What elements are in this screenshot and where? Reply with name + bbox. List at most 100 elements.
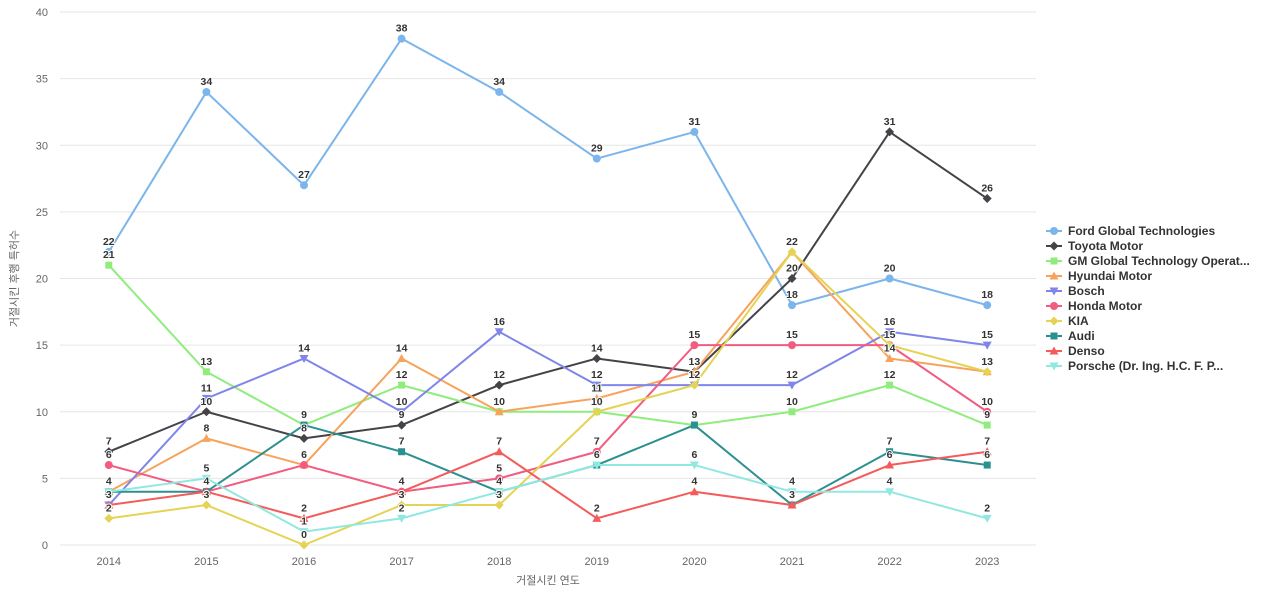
legend-item-audi[interactable]: Audi <box>1046 329 1095 343</box>
data-point-kia-2019[interactable] <box>592 407 602 417</box>
legend-item-gm-global-technology-ope[interactable]: GM Global Technology Operat... <box>1046 254 1250 268</box>
data-point-gm-global-technology-ope-2015[interactable] <box>202 368 210 376</box>
data-point-kia-2016[interactable] <box>299 540 309 550</box>
data-point-kia-2015[interactable] <box>201 500 211 510</box>
data-point-ford-global-technologies-2015[interactable] <box>202 87 211 96</box>
data-point-honda-motor-2016[interactable] <box>300 461 308 470</box>
data-point-denso-2014[interactable] <box>104 500 114 509</box>
data-point-honda-motor-2019[interactable] <box>592 447 601 456</box>
legend-item-toyota-motor[interactable]: Toyota Motor <box>1046 239 1143 253</box>
data-point-porsche-dr-ing-h-c-f-p-2021[interactable] <box>787 488 797 497</box>
legend-item-hyundai-motor[interactable]: Hyundai Motor <box>1046 269 1152 283</box>
legend-marker-kia <box>1049 316 1059 326</box>
legend-item-ford-global-technologies[interactable]: Ford Global Technologies <box>1046 224 1215 238</box>
data-label: 20 <box>884 263 896 275</box>
data-point-kia-2023[interactable] <box>982 367 992 377</box>
legend-item-kia[interactable]: KIA <box>1046 314 1089 328</box>
data-point-denso-2022[interactable] <box>885 460 895 469</box>
data-point-denso-2018[interactable] <box>494 447 504 456</box>
data-point-porsche-dr-ing-h-c-f-p-2017[interactable] <box>397 514 407 523</box>
data-point-ford-global-technologies-2019[interactable] <box>592 154 601 163</box>
data-point-toyota-motor-2016[interactable] <box>299 433 309 443</box>
data-point-ford-global-technologies-2021[interactable] <box>788 301 796 310</box>
data-point-porsche-dr-ing-h-c-f-p-2022[interactable] <box>885 488 895 497</box>
data-point-gm-global-technology-ope-2014[interactable] <box>105 261 113 269</box>
data-point-bosch-2017[interactable] <box>397 408 407 417</box>
data-point-porsche-dr-ing-h-c-f-p-2016[interactable] <box>299 528 309 537</box>
data-point-hyundai-motor-2015[interactable] <box>201 433 211 442</box>
data-point-honda-motor-2023[interactable] <box>983 407 992 416</box>
data-point-toyota-motor-2014[interactable] <box>104 447 114 457</box>
data-point-ford-global-technologies-2018[interactable] <box>495 87 504 96</box>
data-point-ford-global-technologies-2023[interactable] <box>983 301 992 310</box>
data-point-hyundai-motor-2018[interactable] <box>494 407 504 416</box>
data-label: 26 <box>981 183 993 195</box>
data-point-denso-2015[interactable] <box>201 487 211 496</box>
data-point-gm-global-technology-ope-2021[interactable] <box>788 408 796 416</box>
data-point-ford-global-technologies-2016[interactable] <box>300 181 308 190</box>
data-point-porsche-dr-ing-h-c-f-p-2015[interactable] <box>201 474 211 483</box>
data-point-gm-global-technology-ope-2022[interactable] <box>886 381 894 389</box>
legend-item-honda-motor[interactable]: Honda Motor <box>1046 299 1142 313</box>
data-point-toyota-motor-2023[interactable] <box>982 194 992 204</box>
data-point-hyundai-motor-2019[interactable] <box>592 393 602 402</box>
data-point-honda-motor-2014[interactable] <box>104 461 113 470</box>
data-point-porsche-dr-ing-h-c-f-p-2018[interactable] <box>494 488 504 497</box>
data-point-denso-2023[interactable] <box>982 447 992 456</box>
data-point-porsche-dr-ing-h-c-f-p-2014[interactable] <box>104 488 114 497</box>
y-tick-label: 30 <box>36 140 48 152</box>
data-point-honda-motor-2018[interactable] <box>495 474 504 483</box>
data-label: 34 <box>493 76 505 88</box>
data-label: 27 <box>298 169 310 181</box>
data-point-ford-global-technologies-2022[interactable] <box>885 274 894 283</box>
data-point-ford-global-technologies-2020[interactable] <box>690 127 699 136</box>
data-point-bosch-2021[interactable] <box>787 381 797 390</box>
data-point-bosch-2015[interactable] <box>201 394 211 403</box>
data-label: 6 <box>887 449 893 461</box>
data-point-hyundai-motor-2020[interactable] <box>689 367 699 376</box>
data-point-bosch-2018[interactable] <box>494 328 504 337</box>
data-point-toyota-motor-2018[interactable] <box>494 380 504 390</box>
data-point-audi-2017[interactable] <box>398 448 406 456</box>
legend-item-bosch[interactable]: Bosch <box>1046 284 1105 298</box>
data-point-audi-2020[interactable] <box>690 421 698 429</box>
data-point-audi-2016[interactable] <box>300 421 308 429</box>
data-label: 18 <box>981 289 993 301</box>
data-point-kia-2022[interactable] <box>885 340 895 350</box>
data-point-toyota-motor-2021[interactable] <box>787 274 797 283</box>
data-point-denso-2016[interactable] <box>299 513 309 522</box>
data-point-porsche-dr-ing-h-c-f-p-2020[interactable] <box>689 461 699 470</box>
data-point-audi-2022[interactable] <box>886 448 894 456</box>
data-point-kia-2018[interactable] <box>494 500 504 510</box>
data-point-toyota-motor-2022[interactable] <box>885 127 895 137</box>
data-point-bosch-2023[interactable] <box>982 341 992 350</box>
legend-item-porsche-dr-ing-h-c-f-p[interactable]: Porsche (Dr. Ing. H.C. F. P... <box>1046 359 1223 373</box>
data-point-kia-2020[interactable] <box>689 380 699 390</box>
data-point-bosch-2019[interactable] <box>592 381 602 390</box>
data-point-audi-2023[interactable] <box>983 461 991 469</box>
data-point-ford-global-technologies-2017[interactable] <box>397 34 406 43</box>
data-point-gm-global-technology-ope-2023[interactable] <box>983 421 991 429</box>
data-point-bosch-2022[interactable] <box>885 328 895 337</box>
data-point-porsche-dr-ing-h-c-f-p-2019[interactable] <box>592 461 602 470</box>
data-point-honda-motor-2021[interactable] <box>788 341 796 350</box>
data-point-denso-2017[interactable] <box>397 487 407 496</box>
data-point-hyundai-motor-2022[interactable] <box>885 353 895 362</box>
data-point-denso-2021[interactable] <box>787 500 797 509</box>
data-point-toyota-motor-2017[interactable] <box>397 420 407 430</box>
data-point-ford-global-technologies-2014[interactable] <box>104 247 113 256</box>
data-point-porsche-dr-ing-h-c-f-p-2023[interactable] <box>982 514 992 523</box>
data-point-toyota-motor-2019[interactable] <box>592 353 602 363</box>
data-point-denso-2020[interactable] <box>689 487 699 496</box>
data-point-bosch-2016[interactable] <box>299 354 309 363</box>
data-point-toyota-motor-2015[interactable] <box>201 407 211 417</box>
data-point-hyundai-motor-2017[interactable] <box>397 353 407 362</box>
data-point-gm-global-technology-ope-2017[interactable] <box>398 381 406 389</box>
data-point-kia-2017[interactable] <box>397 500 407 510</box>
data-point-kia-2014[interactable] <box>104 513 114 523</box>
data-point-honda-motor-2020[interactable] <box>690 341 699 350</box>
data-point-denso-2019[interactable] <box>592 513 602 522</box>
data-point-kia-2021[interactable] <box>787 247 797 257</box>
legend-item-denso[interactable]: Denso <box>1046 344 1105 358</box>
data-label: 10 <box>396 396 408 408</box>
